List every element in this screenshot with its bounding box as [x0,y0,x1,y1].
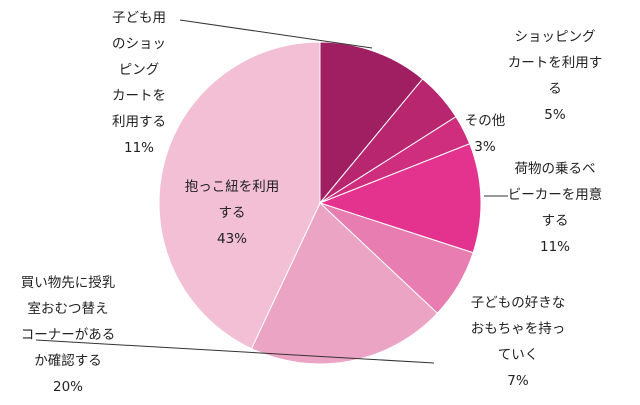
slice-label-line: 3% [474,139,496,155]
slice-label-line: ショッピング [515,29,596,45]
slice-label-line: 11% [540,239,570,255]
slice-label-line: する [219,205,246,221]
leader-line-6 [35,339,435,364]
slice-label-1: 子ども用のショッピングカートを利用する 11% [112,10,166,156]
slice-label-line: 43% [217,231,247,247]
slice-label-line: コーナーがある [21,327,116,343]
slice-label-line: 抱っこ紐を利用 [185,179,280,195]
slice-label-line: 買い物先に授乳 [21,275,116,291]
slice-label-line: カートを利用す [508,55,603,71]
pie-slice-6 [250,202,439,365]
slice-label-2: ショッピングカートを利用する 5% [508,29,603,123]
slice-label-line: 荷物の乗るベ [515,161,596,177]
pie-slice-7 [158,41,321,350]
slice-label-line: ていく [498,347,539,363]
slice-label-4: 荷物の乗るベビーカーを用意する 11% [508,161,603,255]
slice-label-6: 買い物先に授乳室おむつ替えコーナーがあるか確認する 20% [21,275,116,395]
slice-label-7: 抱っこ紐を利用する 43% [185,179,280,247]
slice-label-line: か確認する [34,353,102,369]
slice-label-line: ビーカーを用意 [508,186,603,203]
slice-label-line: その他 [465,113,506,129]
slice-label-5: 子どもの好きなおもちゃを持っていく 7% [471,295,566,389]
slice-label-line: 利用する [112,114,166,130]
pie-slices [158,41,482,365]
slice-label-line: 11% [124,140,154,156]
slice-label-line: カートを [112,88,166,104]
pie-slice-4 [318,143,482,254]
slice-label-line: 20% [53,379,83,395]
slice-label-line: 7% [507,373,529,389]
leader-line-1 [179,19,373,49]
slice-label-line: 室おむつ替え [28,300,109,317]
slice-label-3: その他 3% [465,113,506,155]
slice-label-line: ピング [119,62,160,78]
slice-label-line: のショッ [112,36,166,52]
slice-label-line: する [542,213,569,229]
slice-label-line: 子どもの好きな [471,295,566,311]
slice-labels: 子ども用のショッピングカートを利用する 11%ショッピングカートを利用する 5%その… [21,10,603,395]
pie-slice-1 [319,41,424,205]
slice-label-line: おもちゃを持っ [471,321,566,337]
slice-label-line: 5% [544,107,566,123]
slice-label-line: る [548,81,562,97]
slice-label-line: 子ども用 [112,10,166,26]
leader-lines [35,19,508,364]
